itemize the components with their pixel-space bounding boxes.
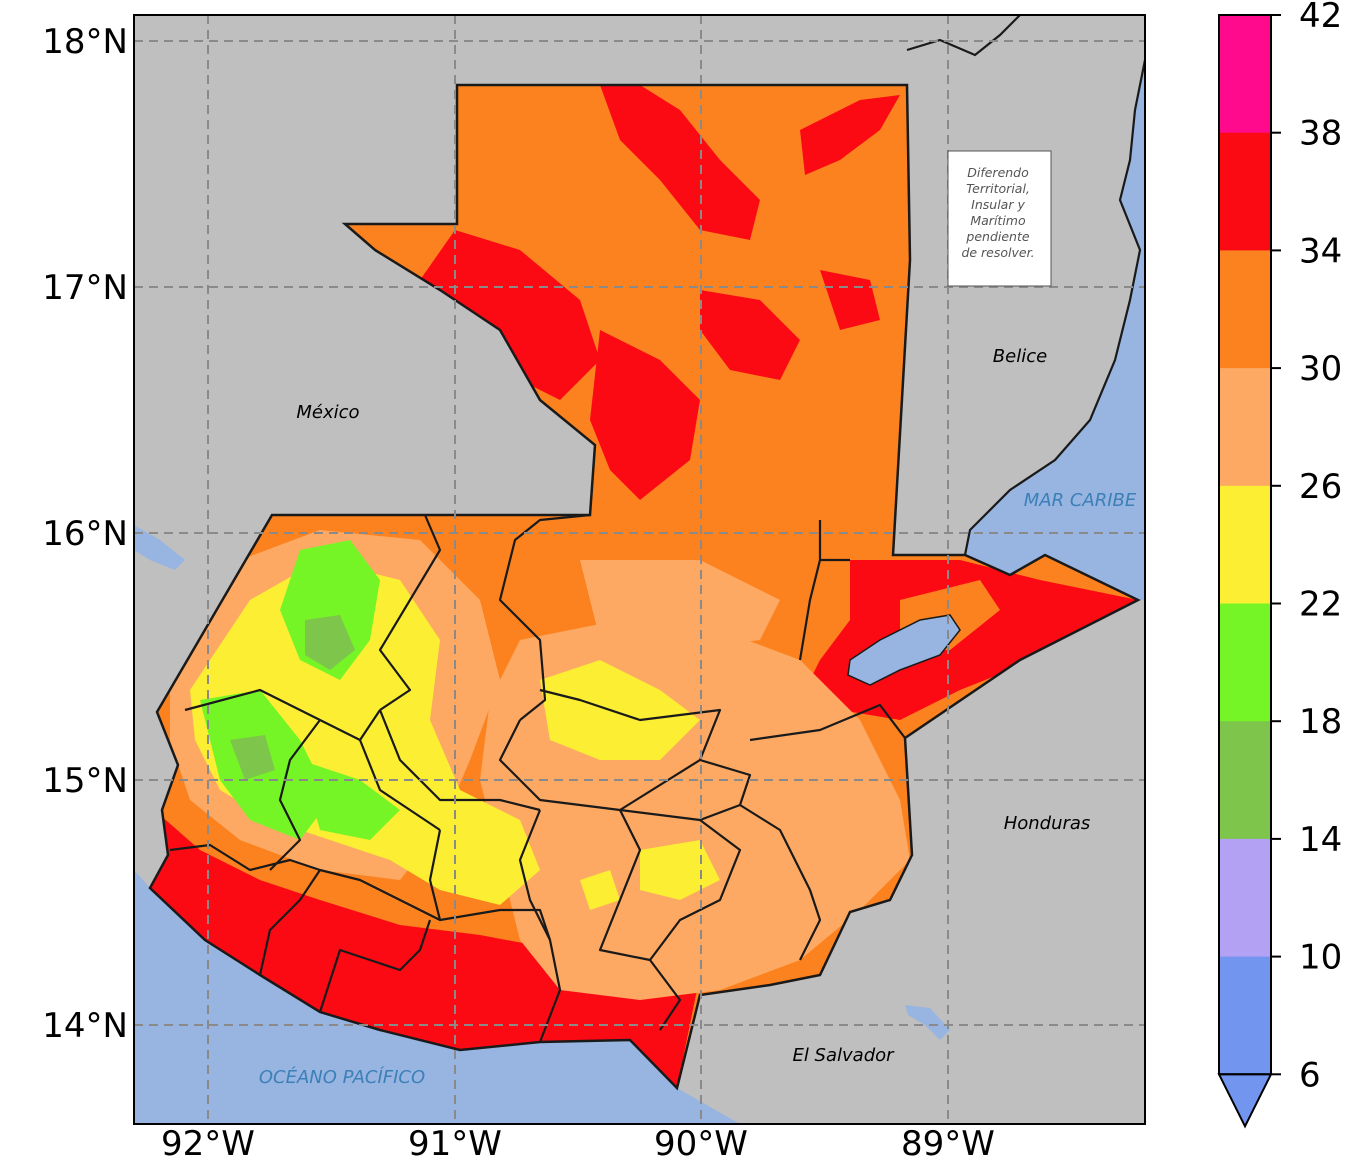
lake-mexico [134,525,185,570]
colorbar-tick-label: 30 [1299,349,1342,389]
lake-el-salvador [905,1005,950,1040]
note-line-3: Insular y [971,197,1025,212]
colorbar-tick-label: 42 [1299,0,1342,36]
belize-coastline [906,15,1145,556]
latitude-ticks: 18°N 17°N 16°N 15°N 14°N [42,22,128,1046]
label-honduras: Honduras [1004,813,1091,834]
colorbar-outline [1218,14,1272,1076]
lon-tick-90w: 90°W [654,1124,748,1164]
lat-tick-16n: 16°N [42,514,128,554]
lat-tick-15n: 15°N [42,761,128,801]
colorbar-tick-label: 38 [1299,114,1342,154]
label-belice: Belice [993,346,1047,367]
colorbar: 42 38 34 30 26 22 18 14 10 6 [1217,0,1342,1129]
lake-izabal [847,614,961,686]
colorbar-segment [1219,250,1271,369]
colorbar-segment [1219,15,1271,134]
longitude-ticks: 92°W 91°W 90°W 89°W [161,1124,995,1164]
note-line-4: Marítimo [970,213,1026,228]
colorbar-segment [1219,721,1271,840]
colorbar-tick-label: 22 [1299,585,1342,625]
pacific-ocean [134,870,740,1124]
colorbar-tick-label: 14 [1299,820,1342,860]
lat-tick-14n: 14°N [42,1006,128,1046]
department-borders [169,513,906,1043]
caribbean-sea [965,60,1145,600]
note-box [947,150,1052,287]
guatemala-border [148,83,1141,1091]
colorbar-segment [1219,368,1271,487]
colorbar-segment [1219,132,1271,251]
lon-tick-91w: 91°W [408,1124,502,1164]
colorbar-segment [1219,485,1271,604]
colorbar-segment [1219,838,1271,958]
colorbar-tick-label: 10 [1299,938,1342,978]
label-mexico: México [296,402,359,423]
colorbar-tick-label: 18 [1299,702,1342,742]
colorbar-segment [1219,956,1271,1075]
note-line-5: pendiente [965,229,1029,244]
colorbar-tick-label: 26 [1299,467,1342,507]
colorbar-segment [1219,603,1271,722]
colorbar-tick-label: 34 [1299,231,1342,271]
label-mar-caribe: MAR CARIBE [1024,490,1137,511]
note-line-1: Diferendo [967,165,1029,180]
label-el-salvador: El Salvador [792,1045,895,1066]
colorbar-tick-label: 6 [1299,1055,1321,1095]
colorbar-extend-min [1217,1073,1273,1129]
lon-tick-92w: 92°W [161,1124,255,1164]
lat-tick-18n: 18°N [42,22,128,62]
label-oceano-pacifico: OCÉANO PACÍFICO [259,1066,425,1088]
note-line-6: de resolver. [961,245,1034,260]
note-line-2: Territorial, [966,181,1030,196]
lon-tick-89w: 89°W [901,1124,995,1164]
territorial-note: Diferendo Territorial, Insular y Marítim… [947,150,1052,287]
lat-tick-17n: 17°N [42,268,128,308]
map-frame [133,14,1146,1125]
